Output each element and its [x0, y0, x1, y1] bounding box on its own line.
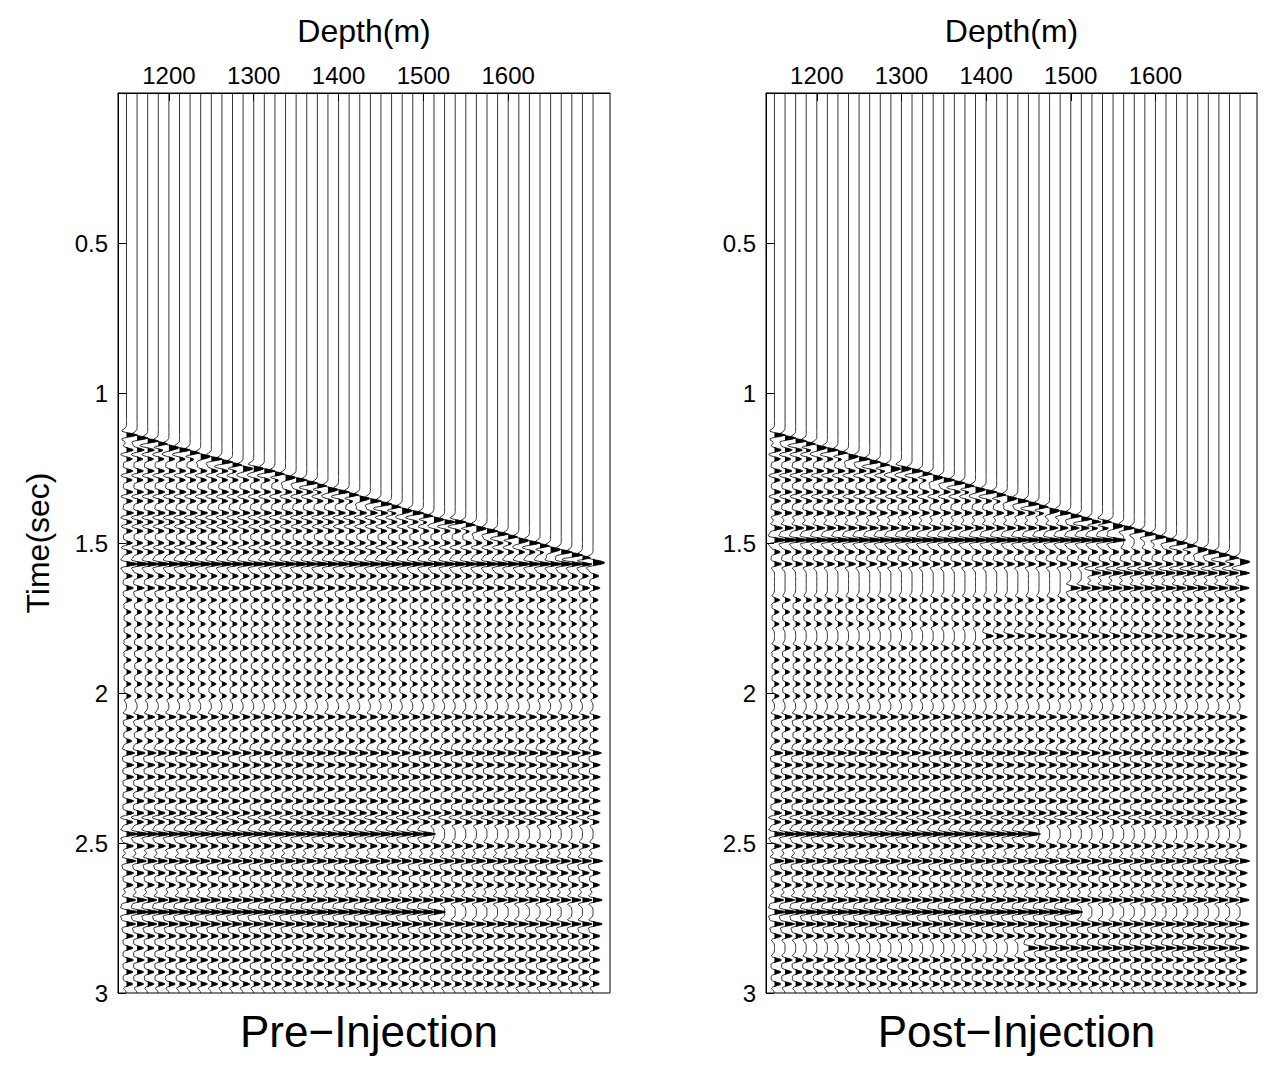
svg-text:0.5: 0.5 [75, 230, 108, 257]
svg-text:0.5: 0.5 [723, 230, 756, 257]
svg-text:1: 1 [743, 380, 756, 407]
svg-text:1300: 1300 [875, 62, 928, 89]
svg-text:2.5: 2.5 [723, 830, 756, 857]
svg-text:1500: 1500 [397, 62, 450, 89]
svg-text:1500: 1500 [1044, 62, 1097, 89]
svg-text:Depth(m): Depth(m) [945, 13, 1078, 49]
svg-text:3: 3 [743, 980, 756, 1007]
svg-text:Depth(m): Depth(m) [297, 13, 430, 49]
svg-text:1600: 1600 [1129, 62, 1182, 89]
svg-text:1400: 1400 [312, 62, 365, 89]
svg-text:2.5: 2.5 [75, 830, 108, 857]
svg-text:1400: 1400 [959, 62, 1012, 89]
svg-text:Post−Injection: Post−Injection [878, 1007, 1156, 1056]
svg-text:1: 1 [95, 380, 108, 407]
svg-text:2: 2 [743, 680, 756, 707]
svg-text:Time(sec): Time(sec) [20, 472, 56, 613]
svg-text:1.5: 1.5 [75, 530, 108, 557]
svg-text:1600: 1600 [482, 62, 535, 89]
svg-text:3: 3 [95, 980, 108, 1007]
svg-text:1200: 1200 [790, 62, 843, 89]
svg-text:Pre−Injection: Pre−Injection [240, 1007, 498, 1056]
svg-text:2: 2 [95, 680, 108, 707]
svg-text:1200: 1200 [142, 62, 195, 89]
svg-text:1300: 1300 [227, 62, 280, 89]
svg-text:1.5: 1.5 [723, 530, 756, 557]
